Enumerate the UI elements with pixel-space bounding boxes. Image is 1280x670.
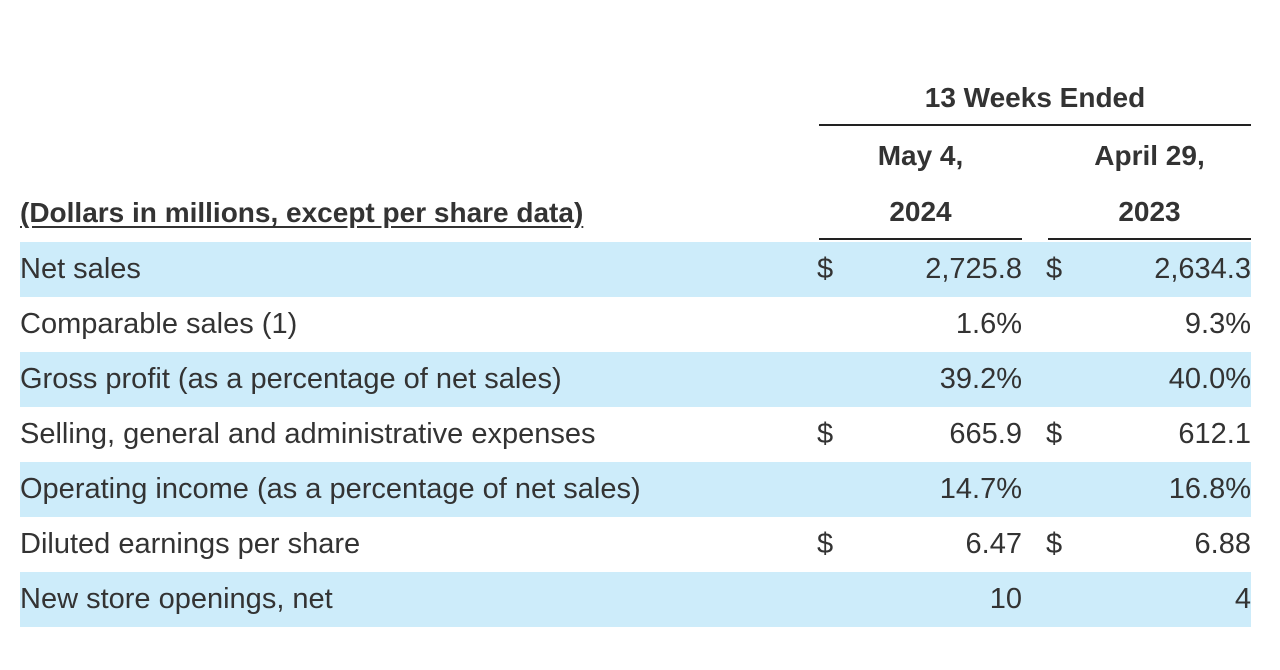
current-period-value: 665.9	[949, 418, 1022, 450]
table-row: Comparable sales (1) 1.6% 9.3%	[20, 297, 1251, 352]
row-label: Gross profit (as a percentage of net sal…	[20, 363, 562, 395]
current-period-value: 1.6%	[955, 308, 1022, 340]
table-row: Selling, general and administrative expe…	[20, 407, 1251, 462]
row-label: Comparable sales (1)	[20, 308, 298, 340]
row-label: New store openings, net	[20, 583, 333, 615]
currency-symbol: $	[1046, 528, 1063, 560]
currency-symbol: $	[817, 418, 834, 450]
table-row: Net sales $ 2,725.8 $ 2,634.3	[20, 242, 1251, 297]
current-period-value: 10	[989, 583, 1022, 615]
currency-symbol: $	[817, 253, 834, 285]
column-header-date: April 29,	[1094, 140, 1205, 171]
currency-symbol: $	[817, 528, 834, 560]
prior-period-value: 612.1	[1178, 418, 1251, 450]
prior-period-value: 2,634.3	[1154, 253, 1251, 285]
row-label: Operating income (as a percentage of net…	[20, 473, 641, 505]
table-row: Diluted earnings per share $ 6.47 $ 6.88	[20, 517, 1251, 572]
units-label: (Dollars in millions, except per share d…	[20, 197, 584, 228]
table-row: Operating income (as a percentage of net…	[20, 462, 1251, 517]
prior-period-value: 40.0%	[1168, 363, 1251, 395]
current-period-value: 6.47	[965, 528, 1022, 560]
period-header: 13 Weeks Ended	[819, 70, 1251, 126]
current-period-value: 39.2%	[939, 363, 1022, 395]
column-header-year: 2023	[1118, 196, 1181, 227]
prior-period-value: 6.88	[1194, 528, 1251, 560]
table-row: Gross profit (as a percentage of net sal…	[20, 352, 1251, 407]
table-row: New store openings, net 10 4	[20, 572, 1251, 627]
current-period-value: 14.7%	[939, 473, 1022, 505]
current-period-value: 2,725.8	[925, 253, 1022, 285]
row-label: Diluted earnings per share	[20, 528, 361, 560]
table-body: Net sales $ 2,725.8 $ 2,634.3 Comparable…	[20, 242, 1251, 627]
column-header-year: 2024	[889, 196, 952, 227]
currency-symbol: $	[1046, 253, 1063, 285]
prior-period-value: 16.8%	[1168, 473, 1251, 505]
row-label: Net sales	[20, 253, 141, 285]
prior-period-value: 9.3%	[1184, 308, 1251, 340]
column-header-prior-period: April 29, 2023	[1048, 128, 1251, 240]
row-label: Selling, general and administrative expe…	[20, 418, 596, 450]
prior-period-value: 4	[1234, 583, 1251, 615]
column-header-current-period: May 4, 2024	[819, 128, 1022, 240]
column-header-date: May 4,	[877, 140, 964, 171]
currency-symbol: $	[1046, 418, 1063, 450]
